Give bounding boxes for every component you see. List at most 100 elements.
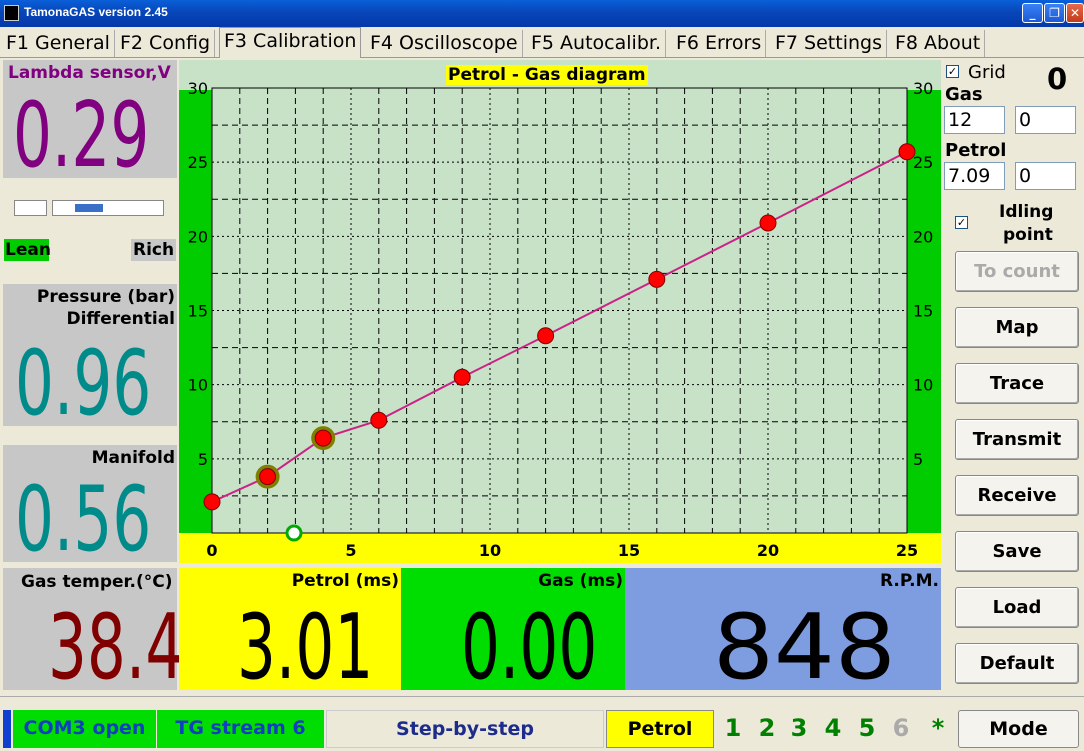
- gas-ms-label: Gas (ms): [538, 571, 623, 591]
- y-tick-label-right: 25: [913, 153, 933, 172]
- cylinder-3[interactable]: 3: [790, 714, 808, 742]
- y-tick-label-left: 25: [188, 153, 208, 172]
- data-point: [537, 327, 555, 345]
- x-tick-label: 25: [896, 541, 918, 560]
- pressure-label: Pressure (bar): [36, 287, 175, 307]
- lean-label: Lean: [5, 240, 51, 260]
- stream-status: TG stream 6: [157, 710, 324, 748]
- idling-checkbox[interactable]: ✓: [955, 216, 968, 229]
- transmit-label: Transmit: [972, 429, 1062, 450]
- save-button[interactable]: Save: [955, 531, 1079, 572]
- tick-labels: 0 5 10 15 20 25 5 5 10 10 15 15 20 20 25 25 30 30: [188, 79, 934, 560]
- close-button[interactable]: ✕: [1066, 3, 1084, 23]
- counter-value: 0: [1047, 62, 1068, 96]
- tab-config[interactable]: F2 Config: [116, 30, 216, 57]
- left-axis-band: [179, 90, 212, 533]
- receive-label: Receive: [977, 485, 1057, 506]
- tab-calibration[interactable]: F3 Calibration: [219, 27, 362, 58]
- rich-indicator: Rich: [131, 239, 176, 261]
- lambda-indicator: [75, 204, 103, 212]
- lambda-label: Lambda sensor,V: [8, 63, 171, 83]
- manifold-label: Manifold: [91, 448, 175, 468]
- data-point: [759, 214, 777, 232]
- y-tick-label-left: 10: [188, 376, 208, 395]
- chart-canvas[interactable]: 0 5 10 15 20 25 5 5 10 10 15 15 20 20 25 25 30 30: [179, 60, 941, 563]
- cylinder-5[interactable]: 5: [858, 714, 876, 742]
- tab-errors[interactable]: F6 Errors: [672, 30, 767, 57]
- cylinder-6[interactable]: 6: [892, 714, 910, 742]
- tab-bar: F1 General F2 Config F3 Calibration F4 O…: [0, 27, 1084, 58]
- default-button[interactable]: Default: [955, 643, 1079, 684]
- data-point: [259, 468, 277, 486]
- window-title: TamonaGAS version 2.45: [24, 5, 168, 19]
- tab-about[interactable]: F8 About: [891, 30, 986, 57]
- idling-label: Idling: [999, 202, 1054, 222]
- grid-checkbox[interactable]: ✓: [946, 65, 959, 78]
- x-tick-label: 15: [618, 541, 640, 560]
- gas-field-2[interactable]: 0: [1015, 106, 1076, 134]
- tab-autocalibr[interactable]: F5 Autocalibr.: [527, 30, 666, 57]
- x-tick-label: 10: [479, 541, 501, 560]
- manifold-value: 0.56: [15, 466, 152, 571]
- gas-field-1[interactable]: 12: [944, 106, 1005, 134]
- y-tick-label-left: 20: [188, 227, 208, 246]
- trace-button[interactable]: Trace: [955, 363, 1079, 404]
- data-point: [370, 411, 388, 429]
- differential-value: 0.96: [15, 330, 152, 435]
- petrol-field-label: Petrol: [945, 140, 1007, 161]
- manifold-panel: Manifold 0.56: [3, 445, 177, 571]
- app-icon: [4, 5, 19, 21]
- differential-label: Differential: [66, 309, 175, 329]
- cylinder-2[interactable]: 2: [758, 714, 776, 742]
- petrol-ms-label: Petrol (ms): [291, 571, 399, 591]
- chart-title: Petrol - Gas diagram: [446, 65, 648, 85]
- minimize-button[interactable]: _: [1022, 3, 1043, 23]
- lambda-bar: [52, 200, 164, 216]
- data-point: [898, 143, 916, 161]
- data-point: [314, 429, 332, 447]
- idling-point-label: point: [1003, 225, 1053, 245]
- status-divider: [0, 696, 1084, 697]
- to-count-button[interactable]: To count: [955, 251, 1079, 292]
- y-tick-label-right: 30: [913, 79, 933, 98]
- tab-oscilloscope[interactable]: F4 Oscilloscope: [366, 30, 523, 57]
- gas-field-label: Gas: [945, 84, 983, 105]
- data-point: [648, 270, 666, 288]
- x-tick-label: 0: [206, 541, 217, 560]
- fuel-status[interactable]: Petrol: [606, 710, 714, 748]
- y-tick-label-right: 15: [913, 302, 933, 321]
- rpm-label: R.P.M.: [879, 571, 939, 591]
- tab-settings[interactable]: F7 Settings: [771, 30, 887, 57]
- title-bar: TamonaGAS version 2.45 _ ❐ ✕: [0, 0, 1084, 27]
- mode-button[interactable]: Mode: [958, 710, 1079, 748]
- restore-button[interactable]: ❐: [1044, 3, 1065, 23]
- tab-general[interactable]: F1 General: [2, 30, 115, 57]
- map-button[interactable]: Map: [955, 307, 1079, 348]
- receive-button[interactable]: Receive: [955, 475, 1079, 516]
- y-tick-label-left: 30: [188, 79, 208, 98]
- cylinder-4[interactable]: 4: [824, 714, 842, 742]
- petrol-field-2[interactable]: 0: [1015, 162, 1076, 190]
- gas-temp-value: 38.4: [48, 594, 185, 699]
- y-tick-label-right: 10: [913, 376, 933, 395]
- all-cylinders-button[interactable]: *: [931, 714, 945, 742]
- rich-label: Rich: [133, 240, 175, 260]
- load-label: Load: [992, 597, 1042, 618]
- step-mode-status: Step-by-step: [326, 710, 604, 748]
- cylinder-1[interactable]: 1: [724, 714, 742, 742]
- pressure-panel: Pressure (bar) Differential 0.96: [3, 284, 177, 435]
- gas-ms-value: 0.00: [461, 594, 598, 699]
- data-points: [203, 143, 916, 511]
- petrol-gas-chart[interactable]: 0 5 10 15 20 25 5 5 10 10 15 15 20 20 25 25 30 30 Petrol …: [179, 60, 941, 563]
- y-tick-label-right: 5: [913, 450, 923, 469]
- data-point: [203, 493, 221, 511]
- petrol-field-1[interactable]: 7.09: [944, 162, 1005, 190]
- transmit-button[interactable]: Transmit: [955, 419, 1079, 460]
- lambda-panel: Lambda sensor,V 0.29: [3, 60, 177, 187]
- load-button[interactable]: Load: [955, 587, 1079, 628]
- default-label: Default: [979, 653, 1055, 674]
- right-axis-band: [907, 90, 941, 533]
- lean-indicator: Lean: [4, 239, 51, 261]
- rpm-panel: R.P.M. 848: [625, 568, 941, 699]
- save-label: Save: [992, 541, 1042, 562]
